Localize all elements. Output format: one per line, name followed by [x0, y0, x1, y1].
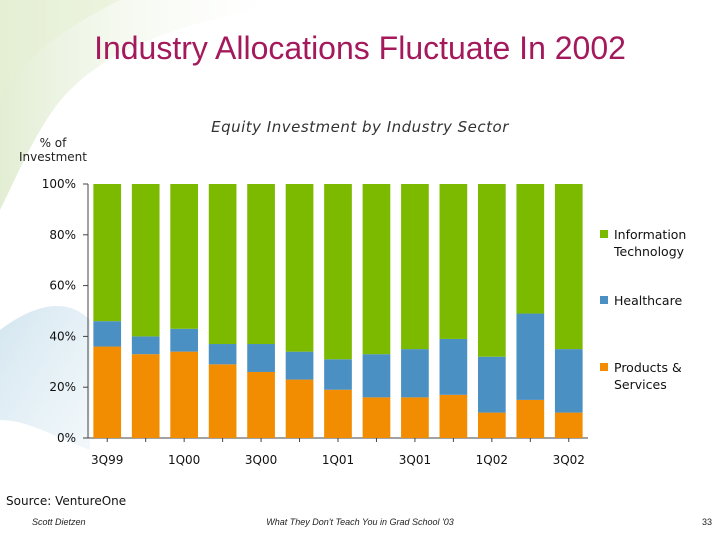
page-number: 33	[701, 517, 712, 527]
bar-segment-2-2Q00	[208, 184, 237, 345]
chart-title: Equity Investment by Industry Sector	[211, 118, 509, 136]
bar-segment-1-4Q01	[439, 338, 468, 395]
footer-author: Scott Dietzen	[32, 517, 86, 527]
y-tick-label: 80%	[49, 228, 76, 242]
bar-segment-1-3Q99	[93, 321, 122, 347]
bar-segment-0-2Q02	[516, 399, 545, 438]
bar-segment-0-3Q02	[554, 412, 583, 438]
legend-label-healthcare: Healthcare	[614, 293, 683, 308]
bar-segment-0-3Q01	[401, 397, 429, 438]
bar-segment-0-3Q00	[247, 371, 275, 438]
slide-title: Industry Allocations Fluctuate In 2002	[94, 30, 626, 66]
bar-segment-2-2Q01	[362, 184, 391, 355]
legend-swatch-healthcare	[600, 296, 608, 304]
footer-title: What They Don't Teach You in Grad School…	[266, 517, 454, 527]
y-tick-label: 0%	[57, 431, 76, 445]
x-tick-label: 1Q00	[168, 453, 200, 467]
y-axis-label: % of Investment	[19, 136, 87, 164]
y-tick-label: 100%	[42, 177, 76, 191]
bar-segment-1-1Q02	[478, 356, 506, 413]
bar-segment-2-1Q02	[478, 184, 506, 357]
bar-segment-1-3Q02	[554, 349, 583, 413]
bar-segment-2-3Q00	[247, 184, 275, 345]
bar-segment-0-4Q00	[285, 379, 314, 438]
x-tick-label: 3Q02	[553, 453, 585, 467]
chart-legend: Information Technology Healthcare Produc…	[600, 0, 715, 540]
bar-segment-2-4Q00	[285, 184, 314, 352]
bar-segment-0-1Q00	[170, 351, 198, 438]
x-tick-label: 3Q99	[91, 453, 123, 467]
x-tick-label: 1Q02	[476, 453, 508, 467]
bar-segment-1-3Q00	[247, 344, 275, 372]
bar-segment-2-4Q99	[131, 184, 160, 337]
bar-segment-1-2Q00	[208, 344, 237, 365]
y-tick-label: 20%	[49, 380, 76, 394]
bar-segment-1-4Q00	[285, 351, 314, 380]
legend-label-information-technology: Information Technology	[614, 227, 687, 259]
bar-segment-0-1Q02	[478, 412, 506, 438]
bar-segment-2-1Q00	[170, 184, 198, 329]
legend-label-products-services: Products & Services	[614, 360, 682, 392]
legend-swatch-information-technology	[600, 230, 608, 238]
source-note: Source: VentureOne	[6, 494, 127, 508]
bar-segment-2-3Q01	[401, 184, 429, 350]
bar-segment-1-4Q99	[131, 336, 160, 355]
bar-segment-0-3Q99	[93, 346, 122, 438]
bar-segment-2-2Q02	[516, 184, 545, 314]
bar-segment-1-2Q02	[516, 313, 545, 400]
x-tick-label: 3Q00	[245, 453, 277, 467]
bar-segment-0-2Q01	[362, 397, 391, 438]
y-tick-label: 40%	[49, 329, 76, 343]
bar-segment-0-4Q01	[439, 394, 468, 438]
bar-segment-1-1Q01	[324, 359, 352, 390]
bar-segment-1-3Q01	[401, 349, 429, 398]
bar-segment-0-4Q99	[131, 354, 160, 438]
bar-segment-2-3Q02	[554, 184, 583, 350]
bar-segment-2-3Q99	[93, 184, 122, 322]
x-tick-label: 1Q01	[322, 453, 354, 467]
y-tick-label: 60%	[49, 279, 76, 293]
bar-segment-2-4Q01	[439, 184, 468, 339]
bar-segment-0-2Q00	[208, 364, 237, 438]
x-tick-label: 3Q01	[399, 453, 431, 467]
legend-swatch-products-services	[600, 363, 608, 371]
bar-segment-1-1Q00	[170, 328, 198, 352]
bar-segment-0-1Q01	[324, 389, 352, 438]
bar-segment-2-1Q01	[324, 184, 352, 360]
bar-segment-1-2Q01	[362, 354, 391, 398]
